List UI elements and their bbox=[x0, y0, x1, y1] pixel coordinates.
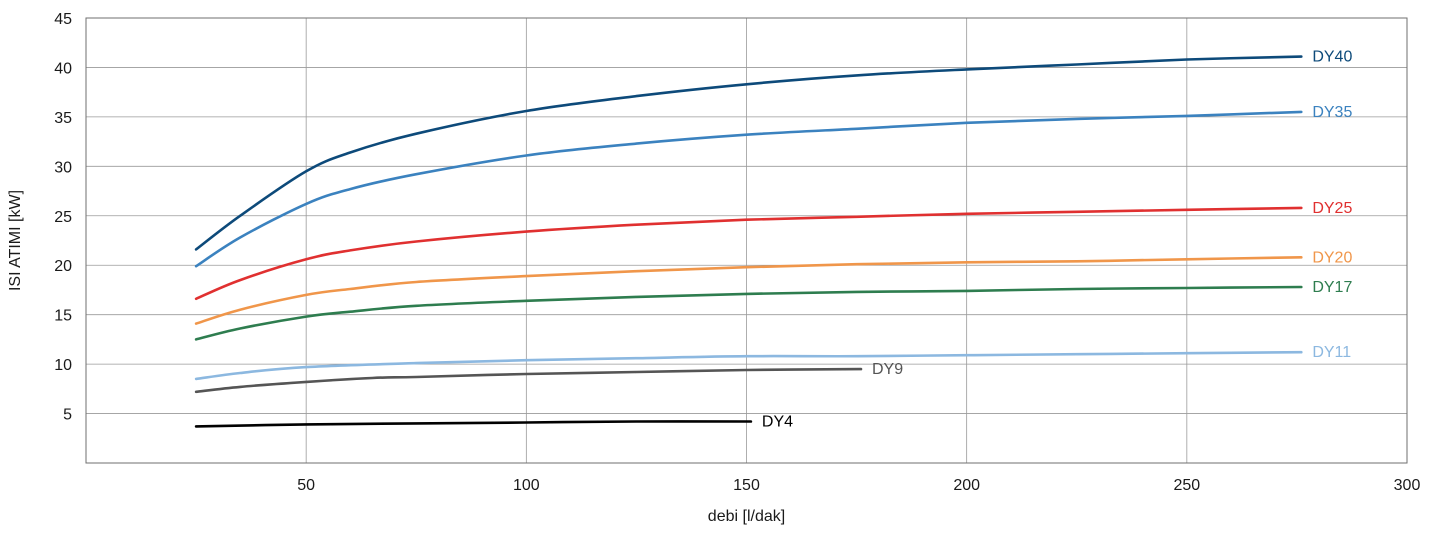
series-label-dy11: DY11 bbox=[1312, 344, 1351, 361]
y-tick-label: 40 bbox=[54, 60, 72, 77]
x-tick-label: 150 bbox=[733, 477, 760, 494]
series-label-dy17: DY17 bbox=[1312, 279, 1352, 296]
y-tick-label: 20 bbox=[54, 258, 72, 275]
x-axis-ticks: 50 100 150 200 250 300 bbox=[297, 477, 1420, 494]
series-line-dy9 bbox=[194, 367, 863, 394]
plot-frame bbox=[85, 17, 1408, 464]
series-label-dy25: DY25 bbox=[1312, 200, 1352, 217]
y-axis-ticks: 5 10 15 20 25 30 35 40 45 bbox=[54, 11, 72, 424]
x-axis-title: debi [l/dak] bbox=[708, 508, 785, 525]
series-line-dy25 bbox=[194, 206, 1303, 301]
series-line-dy4 bbox=[194, 420, 753, 428]
series-label-dy35: DY35 bbox=[1312, 104, 1352, 121]
y-tick-label: 35 bbox=[54, 110, 72, 127]
y-tick-label: 45 bbox=[54, 11, 72, 28]
y-tick-label: 15 bbox=[54, 308, 72, 325]
series-lines bbox=[194, 55, 1303, 428]
y-tick-label: 30 bbox=[54, 159, 72, 176]
series-line-dy20 bbox=[194, 256, 1303, 325]
series-line-dy35 bbox=[194, 110, 1303, 268]
x-tick-label: 200 bbox=[953, 477, 980, 494]
series-labels: DY40 DY35 DY25 DY20 DY17 DY11 DY9 DY4 bbox=[762, 49, 1353, 431]
series-line-dy11 bbox=[194, 350, 1303, 381]
y-tick-label: 10 bbox=[54, 357, 72, 374]
series-label-dy9: DY9 bbox=[872, 361, 903, 378]
series-label-dy40: DY40 bbox=[1312, 49, 1352, 66]
y-axis-title: ISI ATIMI [kW] bbox=[7, 190, 24, 291]
x-tick-label: 300 bbox=[1394, 477, 1421, 494]
x-tick-label: 50 bbox=[297, 477, 315, 494]
x-tick-label: 250 bbox=[1173, 477, 1200, 494]
x-tick-label: 100 bbox=[513, 477, 540, 494]
series-line-dy17 bbox=[194, 285, 1303, 341]
series-label-dy4: DY4 bbox=[762, 413, 793, 430]
series-line-dy40 bbox=[194, 55, 1303, 251]
series-label-dy20: DY20 bbox=[1312, 249, 1352, 266]
y-tick-label: 5 bbox=[63, 407, 72, 424]
y-tick-label: 25 bbox=[54, 209, 72, 226]
